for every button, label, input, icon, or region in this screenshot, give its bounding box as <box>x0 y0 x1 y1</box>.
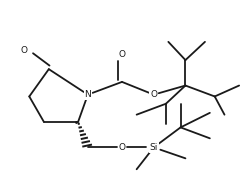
Text: O: O <box>21 46 28 56</box>
Text: O: O <box>119 50 125 59</box>
Text: O: O <box>150 90 157 99</box>
Text: N: N <box>84 90 91 99</box>
Text: Si: Si <box>150 143 158 152</box>
Text: O: O <box>119 143 125 152</box>
